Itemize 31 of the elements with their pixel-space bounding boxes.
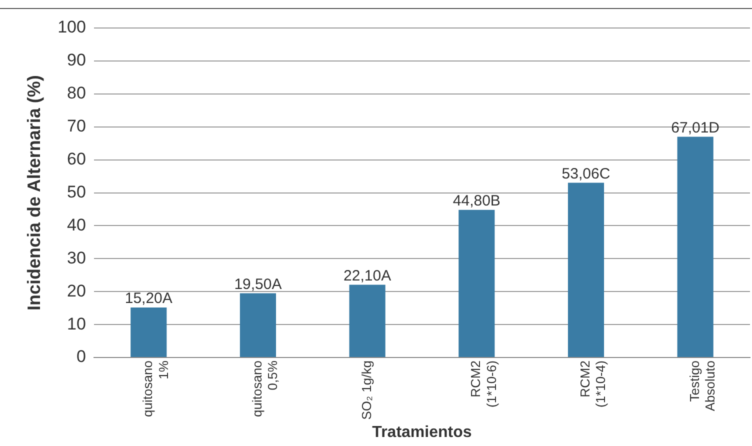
bar	[568, 182, 604, 358]
x-tick-label: quitosano 0,5%	[250, 360, 280, 417]
data-label: 53,06C	[562, 165, 610, 182]
y-tick-label: 60	[67, 150, 86, 169]
y-tick-label: 20	[67, 281, 86, 300]
y-tick-label: 80	[67, 84, 86, 103]
y-tick-label: 50	[67, 182, 86, 202]
y-tick-label: 90	[67, 50, 86, 70]
bar	[677, 136, 714, 358]
x-tick-label: RCM2 (1*10-4)	[578, 360, 608, 408]
x-axis-title: Tratamientos	[372, 424, 472, 441]
y-tick-label: 10	[67, 314, 86, 334]
y-tick-label: 30	[67, 248, 86, 268]
y-axis-title: Incidencia de Alternaria (%)	[24, 75, 44, 310]
bar	[458, 210, 495, 358]
x-tick-label: RCM2 (1*10-6)	[468, 360, 499, 408]
data-label: 19,50A	[234, 276, 282, 293]
y-tick-label: 0	[76, 347, 86, 366]
x-tick-label: Testigo Absoluto	[686, 360, 718, 412]
x-tick-label: quitosano 1%	[140, 360, 171, 417]
data-label: 67,01D	[671, 119, 720, 136]
y-tick-label: 40	[67, 215, 86, 234]
x-tick-label: SO₂ 1g/kg	[358, 360, 374, 420]
bar	[240, 293, 276, 358]
data-label: 15,20A	[124, 290, 172, 308]
y-tick-label: 100	[58, 18, 86, 37]
y-tick-label: 70	[67, 116, 86, 136]
data-label: 22,10A	[344, 267, 392, 284]
bar	[349, 284, 386, 358]
bar	[130, 307, 167, 358]
data-label: 44,80B	[452, 192, 500, 210]
